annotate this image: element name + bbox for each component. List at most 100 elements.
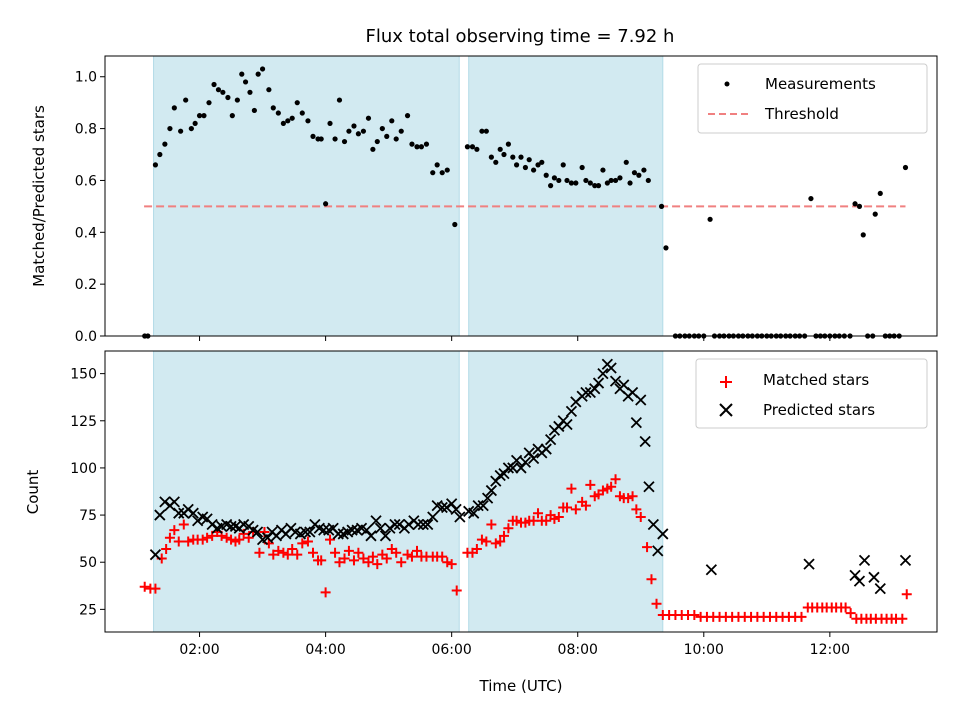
measurement-point <box>631 170 638 176</box>
measurement-point <box>289 115 295 121</box>
matched-star-point <box>178 519 189 530</box>
shaded-interval <box>468 55 664 337</box>
measurement-point <box>587 180 593 186</box>
predicted-star-point <box>635 394 647 406</box>
measurement-point <box>612 177 619 184</box>
bottom-shaded-intervals <box>153 350 664 633</box>
measurement-point <box>323 201 329 207</box>
matched-star-point <box>316 555 327 566</box>
predicted-star-point <box>251 526 264 538</box>
predicted-star-point <box>868 571 880 583</box>
matched-star-point <box>308 547 318 558</box>
measurement-point <box>860 232 866 238</box>
measurement-point <box>188 125 194 132</box>
measurement-point <box>206 100 212 106</box>
top-legend: Measurements Threshold <box>697 63 928 134</box>
legend-matched-label: Matched stars <box>763 371 869 389</box>
matched-star-point <box>320 587 331 598</box>
y-tick-label: 1.0 <box>75 70 97 86</box>
measurement-point <box>171 105 177 111</box>
measurement-point <box>501 151 507 158</box>
matched-star-point <box>381 553 392 564</box>
measurement-point <box>275 110 281 116</box>
measurement-point <box>604 180 610 186</box>
measurement-point <box>318 136 324 142</box>
measurement-point <box>259 66 266 72</box>
x-tick-label: 06:00 <box>431 642 471 658</box>
matched-star-point <box>406 551 417 562</box>
matched-star-point <box>402 549 413 560</box>
matched-star-point <box>139 581 150 592</box>
predicted-star-point <box>561 418 573 431</box>
matched-star-point <box>343 545 354 556</box>
measurement-point <box>479 128 485 134</box>
matched-star-point <box>391 547 402 558</box>
measurement-point <box>341 138 348 145</box>
legend-measurements-label: Measurements <box>765 75 876 93</box>
matched-star-point <box>363 557 374 568</box>
bottom-legend: Matched stars Predicted stars <box>695 358 928 429</box>
measurement-point <box>531 167 537 173</box>
measurement-point <box>192 120 198 127</box>
predicted-star-point <box>899 554 912 566</box>
matched-star-point <box>446 559 457 570</box>
y-tick-label: 0.4 <box>75 225 97 241</box>
measurement-point <box>247 89 253 95</box>
x-tick-label: 12:00 <box>810 642 850 658</box>
matched-star-point <box>597 485 608 496</box>
matched-star-point <box>549 513 560 524</box>
y-tick-label: 25 <box>79 602 97 618</box>
measurement-point <box>623 159 629 165</box>
matched-star-point <box>292 549 303 560</box>
matched-star-point <box>161 544 172 555</box>
predicted-star-point <box>154 509 166 521</box>
measurement-point <box>162 141 168 147</box>
measurement-point <box>595 183 602 189</box>
predicted-star-point <box>370 515 382 527</box>
predicted-star-point <box>874 582 886 595</box>
measurement-point <box>305 118 311 124</box>
matched-star-point <box>471 544 482 555</box>
matched-star-point <box>197 534 208 545</box>
measurement-point <box>617 175 623 181</box>
measurement-point <box>608 177 614 184</box>
predicted-star-point <box>589 383 601 395</box>
measurement-point <box>229 113 235 119</box>
matched-star-point <box>282 549 293 560</box>
matched-star-point <box>570 504 581 515</box>
measurement-point <box>568 180 575 186</box>
matched-star-point <box>486 519 497 530</box>
matched-star-point <box>287 544 298 555</box>
predicted-star-point <box>507 462 519 474</box>
matched-star-point <box>606 481 617 492</box>
measurement-point <box>183 97 189 103</box>
matched-star-point <box>278 547 289 558</box>
measurement-point <box>510 154 516 160</box>
matched-star-point <box>358 553 369 564</box>
measurement-point <box>157 151 163 158</box>
matched-star-point <box>273 545 284 556</box>
bottom-x-ticks: 02:00 04:00 06:00 08:00 10:00 12:00 <box>179 632 850 658</box>
predicted-star-point <box>168 496 180 508</box>
matched-star-point <box>348 555 359 566</box>
measurement-point <box>513 162 520 168</box>
measurement-point <box>548 183 554 189</box>
predicted-star-point <box>580 386 592 399</box>
y-tick-label: 100 <box>70 461 97 477</box>
matched-star-point <box>503 523 514 534</box>
measurement-point <box>583 177 589 184</box>
matched-star-point <box>495 536 506 547</box>
predicted-star-point <box>450 503 462 516</box>
predicted-star-point <box>618 379 630 391</box>
measurement-point <box>211 81 217 88</box>
matched-star-points <box>139 474 912 624</box>
predicted-star-point <box>187 507 199 519</box>
matched-star-point <box>476 534 487 545</box>
measurement-point <box>877 190 883 197</box>
predicted-star-point <box>332 528 344 540</box>
measurement-point <box>215 87 222 93</box>
chart-title: Flux total observing time = 7.92 h <box>366 26 675 47</box>
matched-star-point <box>234 534 245 545</box>
matched-star-point <box>642 542 653 553</box>
